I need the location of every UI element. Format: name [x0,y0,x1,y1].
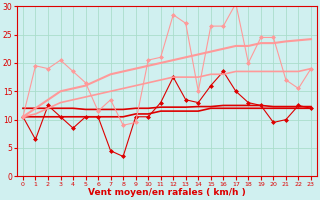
X-axis label: Vent moyen/en rafales ( km/h ): Vent moyen/en rafales ( km/h ) [88,188,246,197]
